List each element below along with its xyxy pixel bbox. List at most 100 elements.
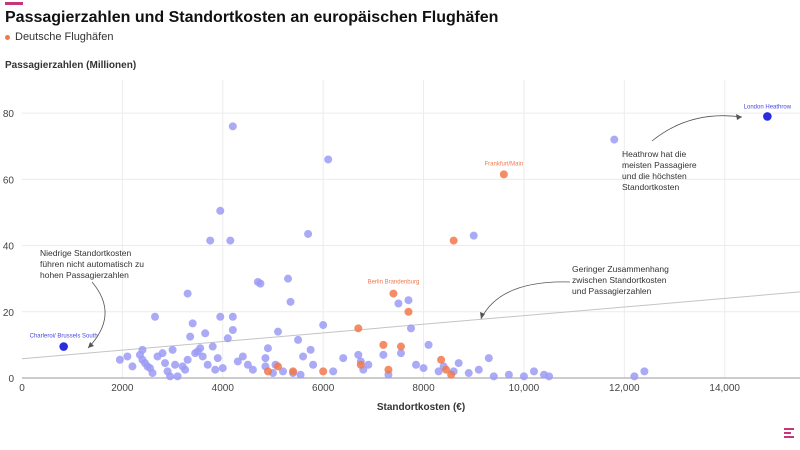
points-layer — [59, 112, 772, 381]
annotation-text: zwischen Standortkosten — [572, 275, 667, 285]
data-point — [284, 274, 293, 283]
data-point — [489, 372, 498, 381]
data-point — [158, 349, 167, 358]
annotation-arrow — [87, 281, 106, 349]
data-point — [196, 344, 205, 353]
grid-layer — [22, 80, 800, 378]
data-point — [396, 349, 405, 358]
y-tick-label: 20 — [3, 308, 15, 319]
data-point — [304, 229, 313, 238]
data-point — [201, 329, 210, 338]
data-point — [354, 350, 363, 359]
x-tick-label: 6000 — [312, 383, 335, 394]
x-tick-label: 10,000 — [509, 383, 540, 394]
data-point — [256, 279, 265, 288]
data-point — [329, 367, 338, 376]
annotation-arrow — [651, 115, 743, 142]
data-point — [208, 342, 217, 351]
data-point — [404, 307, 413, 316]
annotation-text: Geringer Zusammenhang — [572, 264, 669, 274]
data-point — [228, 312, 237, 321]
data-point — [226, 236, 235, 245]
x-tick-label: 0 — [19, 383, 25, 394]
data-point — [211, 365, 220, 374]
annotation-arrow — [480, 281, 571, 320]
data-point — [763, 112, 772, 121]
x-tick-label: 2000 — [111, 383, 134, 394]
data-point — [263, 344, 272, 353]
data-point — [504, 370, 513, 379]
point-label: Charleroi/ Brussels South — [30, 334, 98, 340]
annotation-text: Heathrow hat die — [622, 149, 687, 159]
annotation-arrowhead — [88, 342, 94, 348]
data-point — [396, 342, 405, 351]
data-point — [454, 359, 463, 368]
data-point — [412, 360, 421, 369]
data-point — [356, 360, 365, 369]
data-point — [233, 357, 242, 366]
data-point — [296, 370, 305, 379]
annotation-text: führen nicht automatisch zu — [40, 259, 144, 269]
data-point — [138, 345, 147, 354]
data-point — [306, 345, 315, 354]
data-point — [128, 362, 137, 371]
data-point — [309, 360, 318, 369]
data-point — [447, 370, 456, 379]
data-point — [407, 324, 415, 333]
data-point — [183, 355, 192, 364]
data-point — [286, 297, 295, 306]
x-tick-label: 12,000 — [609, 383, 640, 394]
brand-logo-icon — [784, 428, 794, 442]
annotation-arrowhead — [736, 114, 742, 120]
data-point — [394, 299, 403, 308]
data-point — [188, 319, 197, 328]
data-point — [168, 345, 177, 354]
data-point — [424, 340, 433, 349]
data-point — [279, 367, 288, 376]
brand-accent-bar — [5, 2, 23, 5]
data-point — [354, 324, 363, 333]
data-point — [289, 367, 298, 376]
data-point — [148, 369, 157, 378]
data-point — [173, 372, 182, 381]
data-point — [437, 355, 446, 364]
y-tick-label: 40 — [3, 242, 15, 253]
legend-marker-german — [5, 34, 10, 40]
annotation-text: Standortkosten — [622, 182, 679, 192]
annotation-text: und Passagierzahlen — [572, 286, 652, 296]
data-point — [273, 327, 282, 336]
data-point — [273, 362, 282, 371]
data-point — [434, 367, 443, 376]
data-point — [442, 365, 451, 374]
data-point — [610, 135, 619, 144]
data-point — [238, 352, 247, 361]
data-point — [216, 312, 225, 321]
data-point — [216, 206, 225, 215]
y-axis-label: Passagierzahlen (Millionen) — [5, 60, 137, 71]
legend: Deutsche Flughäfen — [5, 31, 113, 43]
data-point — [198, 352, 207, 361]
data-point — [123, 352, 132, 361]
data-point — [223, 334, 232, 343]
data-point — [248, 365, 257, 374]
data-point — [115, 355, 124, 364]
data-point — [529, 367, 538, 376]
data-point — [243, 360, 252, 369]
point-label: Berlin Brandenburg — [368, 280, 420, 286]
data-point — [630, 372, 639, 381]
data-point — [171, 360, 180, 369]
annotation-text: meisten Passagiere — [622, 160, 697, 170]
data-point — [384, 365, 393, 374]
data-point — [519, 372, 528, 381]
data-point — [161, 359, 170, 368]
chart-title: Passagierzahlen und Standortkosten an eu… — [5, 9, 499, 26]
data-point — [449, 236, 458, 245]
data-point — [379, 350, 388, 359]
data-point — [339, 354, 348, 363]
point-label: London Heathrow — [744, 104, 792, 110]
point-label: Frankfurt/Main — [485, 161, 524, 167]
data-point — [379, 340, 388, 349]
y-tick-label: 0 — [8, 374, 14, 385]
